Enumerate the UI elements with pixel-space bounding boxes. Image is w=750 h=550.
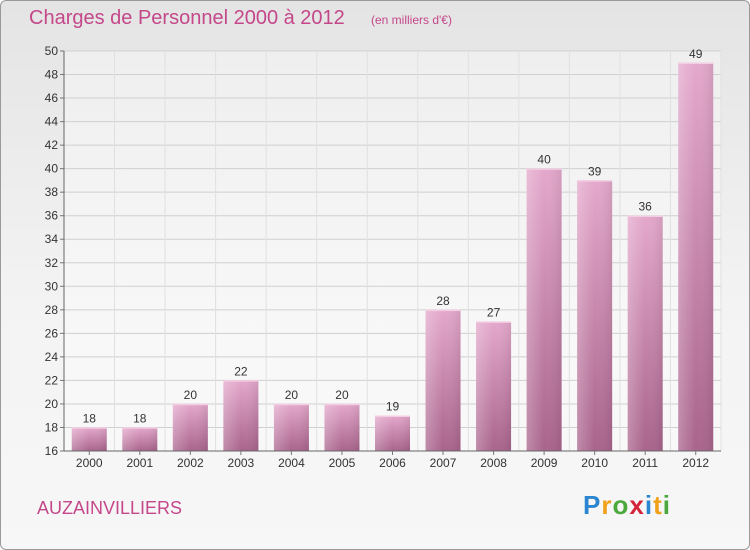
y-tick-label: 48	[45, 68, 59, 82]
bar-shade-2007	[425, 309, 461, 451]
bar-shade-2003	[223, 380, 259, 451]
y-tick-label: 36	[45, 209, 59, 223]
x-tick-label-2010: 2010	[581, 456, 608, 470]
data-label-2007: 28	[436, 294, 450, 308]
y-tick-label: 28	[45, 303, 59, 317]
bar-shade-2006	[375, 415, 410, 451]
data-label-2003: 22	[234, 364, 248, 378]
y-tick-label: 32	[45, 256, 59, 270]
y-tick-label: 24	[45, 350, 59, 364]
y-tick-label: 22	[45, 373, 59, 387]
y-tick-label: 44	[45, 115, 59, 129]
x-tick-label-2012: 2012	[682, 456, 709, 470]
bar-shade-2005	[324, 403, 360, 451]
x-tick-label-2009: 2009	[531, 456, 558, 470]
x-tick-label-2000: 2000	[76, 456, 103, 470]
x-tick-label-2007: 2007	[430, 456, 457, 470]
y-tick-label: 42	[45, 138, 59, 152]
chart-title: Charges de Personnel 2000 à 2012	[29, 7, 345, 29]
y-tick-label: 46	[45, 91, 59, 105]
bar-shade-2010	[577, 180, 613, 452]
x-tick-label-2005: 2005	[329, 456, 356, 470]
data-label-2004: 20	[285, 388, 299, 402]
x-tick-label-2006: 2006	[379, 456, 406, 470]
data-label-2006: 19	[386, 400, 400, 414]
x-tick-label-2004: 2004	[278, 456, 305, 470]
y-tick-label: 20	[45, 397, 59, 411]
commune-name: AUZAINVILLIERS	[37, 498, 183, 518]
bar-shade-2012	[678, 62, 714, 451]
y-tick-label: 38	[45, 185, 59, 199]
data-label-2001: 18	[133, 411, 147, 425]
bar-shade-2008	[476, 321, 512, 451]
bar-shade-2004	[273, 403, 309, 451]
chart-subtitle: (en milliers d'€)	[371, 13, 452, 27]
bar-shade-2009	[526, 168, 562, 451]
data-label-2012: 49	[689, 47, 703, 61]
bar-shade-2000	[71, 427, 107, 451]
x-tick-label-2001: 2001	[126, 456, 153, 470]
y-tick-label: 34	[45, 232, 59, 246]
x-tick-label-2011: 2011	[632, 456, 658, 470]
bar-shade-2001	[122, 427, 158, 451]
x-tick-label-2002: 2002	[177, 456, 204, 470]
x-tick-label-2003: 2003	[228, 456, 255, 470]
y-tick-label: 50	[45, 44, 59, 58]
data-label-2005: 20	[335, 388, 349, 402]
data-label-2010: 39	[588, 164, 602, 178]
data-label-2009: 40	[537, 153, 551, 167]
bar-shade-2011	[627, 215, 663, 451]
x-tick-label-2008: 2008	[480, 456, 507, 470]
data-label-2011: 36	[639, 200, 653, 214]
y-tick-label: 30	[45, 279, 59, 293]
bar-shade-2002	[172, 403, 208, 451]
proxiti-logo: Proxiti	[583, 490, 671, 520]
y-tick-label: 40	[45, 162, 59, 176]
data-label-2002: 20	[184, 388, 198, 402]
y-tick-label: 26	[45, 326, 59, 340]
y-tick-label: 18	[45, 420, 59, 434]
plot-area	[64, 51, 721, 451]
data-label-2000: 18	[83, 411, 97, 425]
data-label-2008: 27	[487, 306, 501, 320]
y-tick-label: 16	[45, 444, 59, 458]
